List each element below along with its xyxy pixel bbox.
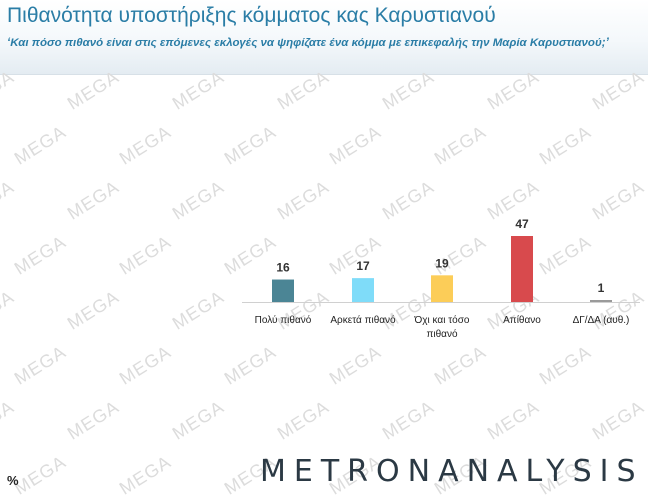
percent-unit-label: % xyxy=(7,473,19,488)
category-label: ΔΓ/ΔΑ (αυθ.) xyxy=(573,315,630,326)
bar xyxy=(352,278,374,302)
bar xyxy=(272,279,294,302)
data-label: 1 xyxy=(598,281,605,295)
metron-analysis-logo: METRONANALYSIS xyxy=(260,454,644,489)
bar xyxy=(590,300,612,302)
category-label: Αρκετά πιθανό xyxy=(330,314,396,326)
data-label: 16 xyxy=(276,261,290,275)
data-label: 47 xyxy=(515,217,529,231)
category-label: Όχι και τόσο xyxy=(414,314,470,326)
category-label: πιθανό xyxy=(426,328,457,340)
data-label: 19 xyxy=(435,256,449,270)
category-label: Πολύ πιθανό xyxy=(255,314,312,326)
category-label: Απίθανο xyxy=(503,314,541,326)
question-subtitle: ‘Και πόσο πιθανό είναι στις επόμενες εκλ… xyxy=(7,37,609,49)
page-title: Πιθανότητα υποστήριξης κόμματος κας Καρυ… xyxy=(7,4,496,27)
bar xyxy=(511,236,533,302)
bar xyxy=(431,275,453,302)
data-label: 17 xyxy=(356,259,370,273)
header-band: Πιθανότητα υποστήριξης κόμματος κας Καρυ… xyxy=(0,0,648,75)
